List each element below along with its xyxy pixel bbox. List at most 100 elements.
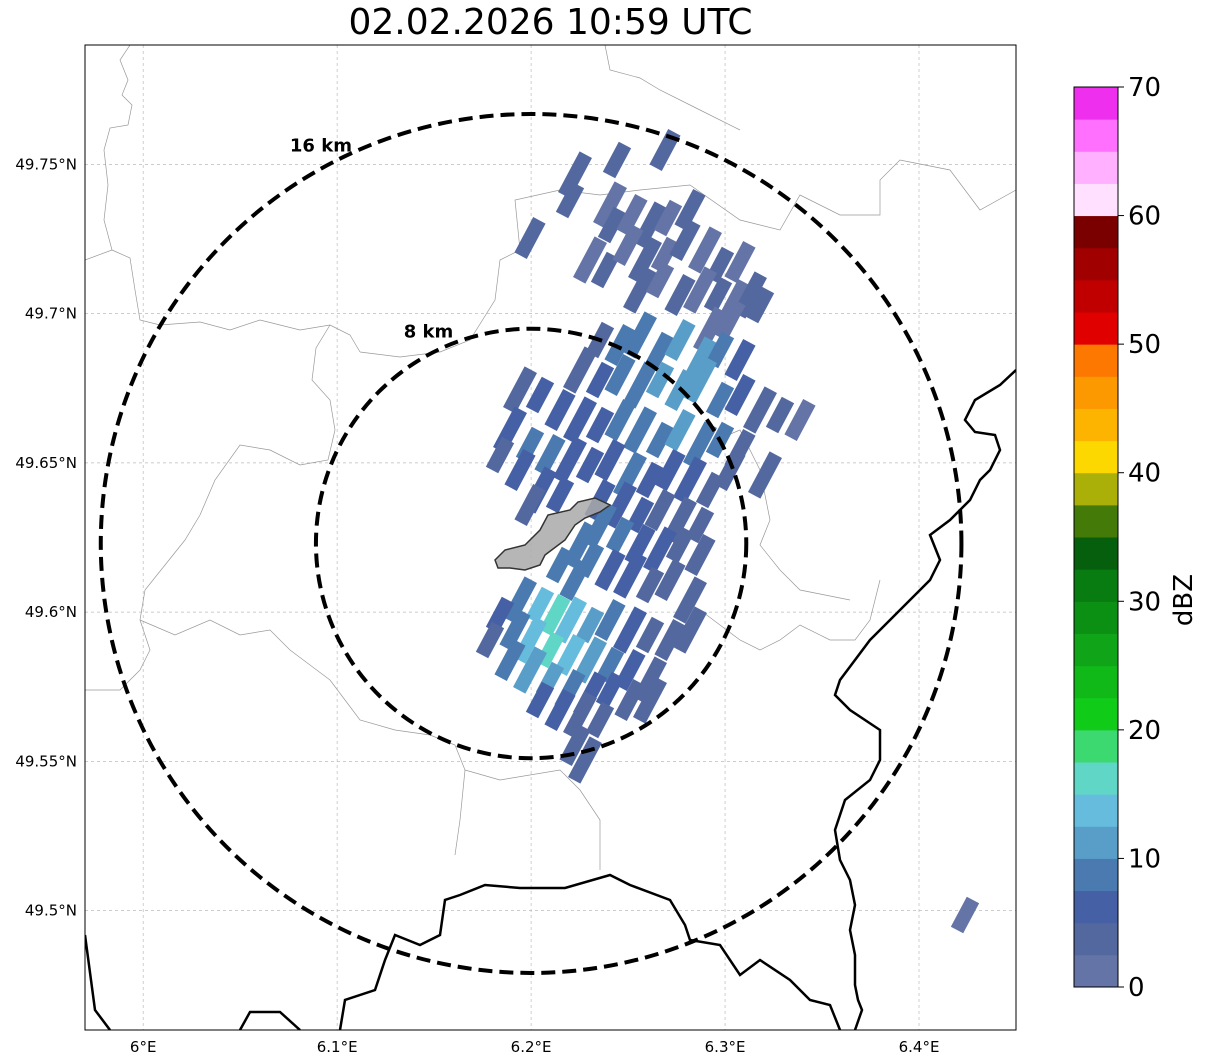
radar-echo-gate	[654, 619, 686, 661]
radar-echo-gate	[575, 446, 605, 484]
radar-echo-gate	[539, 594, 571, 636]
country-borders	[85, 369, 1016, 1030]
lat-tick-label: 49.6°N	[25, 603, 77, 621]
radar-echo-gate	[664, 274, 696, 316]
radar-echo-gate	[475, 621, 505, 659]
radar-echo-gate	[635, 461, 665, 499]
radar-echo-gate	[654, 449, 686, 491]
colorbar-swatch	[1074, 215, 1118, 249]
colorbar-ticks: 0 10 20 30 40 50 60 70	[1118, 73, 1161, 1003]
colorbar-tick-label: 60	[1128, 202, 1161, 232]
radar-echo-gate	[673, 606, 707, 654]
radar-echo-gate	[544, 389, 576, 431]
radar-echo-gate	[665, 526, 695, 564]
colorbar-swatch	[1074, 247, 1118, 281]
colorbar-tick-label: 50	[1128, 330, 1161, 360]
colorbar-swatch	[1074, 922, 1118, 956]
radar-echo-gate	[563, 346, 597, 394]
colorbar-swatch	[1074, 954, 1118, 988]
radar-echo-gate	[545, 476, 575, 514]
radar-echo-gate	[724, 339, 756, 381]
radar-echo-gate	[623, 311, 657, 359]
radar-echo-gate	[597, 206, 627, 244]
lat-tick-label: 49.75°N	[15, 155, 77, 173]
range-ring-labels: 8 km 16 km	[290, 136, 453, 343]
city-area	[494, 497, 612, 571]
radar-echo-gate	[612, 224, 644, 266]
radar-echo-gate	[525, 681, 555, 719]
radar-echo-gate	[683, 356, 717, 404]
radar-echo-gate	[525, 376, 555, 414]
lon-tick-label: 6.3°E	[705, 1038, 746, 1056]
radar-echo-gate	[499, 609, 531, 651]
colorbar-swatch	[1074, 312, 1118, 345]
colorbar-swatch	[1074, 633, 1118, 667]
radar-echo-gate	[645, 331, 675, 369]
radar-echo-gate	[743, 386, 777, 434]
radar-echoes	[475, 129, 980, 934]
radar-echo-gate	[604, 354, 636, 396]
colorbar-swatch	[1074, 762, 1118, 795]
lat-tick-label: 49.55°N	[15, 752, 77, 770]
colorbar-swatch	[1074, 279, 1118, 313]
radar-echo-gate	[554, 634, 586, 676]
radar-echo-gate	[705, 381, 735, 419]
radar-echo-gate	[590, 251, 620, 289]
radar-echo-gate	[616, 194, 648, 236]
lon-tick-label: 6°E	[130, 1038, 157, 1056]
radar-echo-gate	[585, 406, 615, 444]
radar-echo-gate	[623, 361, 657, 409]
colorbar-swatch	[1074, 344, 1118, 377]
radar-echo-gate	[605, 516, 635, 554]
radar-echo-gate	[594, 439, 626, 481]
radar-echo-gate	[503, 576, 537, 624]
axis-tick-labels: 6°E 6.1°E 6.2°E 6.3°E 6.4°E 49.5°N 49.55°N 49.6…	[15, 155, 939, 1056]
colorbar-tick-label: 40	[1128, 459, 1161, 489]
colorbar-swatch	[1074, 858, 1118, 892]
radar-echo-gate	[643, 526, 677, 574]
radar-echo-gate	[628, 236, 662, 284]
radar-echo-gate	[613, 451, 647, 499]
radar-echo-gate	[674, 189, 706, 231]
radar-echo-gate	[553, 596, 587, 644]
colorbar-swatch	[1074, 569, 1118, 602]
radar-echo-gate	[573, 636, 607, 684]
colorbar-label: dBZ	[1169, 574, 1199, 626]
radar-echo-gate	[784, 399, 816, 441]
radar-echo-gate	[683, 266, 717, 314]
radar-echo-gate	[558, 151, 592, 199]
colorbar-swatch	[1074, 537, 1118, 570]
radar-echo-gate	[514, 217, 546, 259]
radar-echo-gate	[602, 141, 632, 179]
radar-echo-gate	[673, 456, 707, 504]
radar-echo-gate	[635, 616, 665, 654]
radar-echo-gate	[745, 286, 775, 324]
radar-echo-gate	[563, 396, 597, 444]
radar-echo-gate	[645, 261, 675, 299]
radar-echo-gate	[595, 671, 625, 709]
radar-echo-gate	[635, 566, 665, 604]
radar-echo-gate	[555, 181, 585, 219]
radar-echo-gate	[485, 436, 515, 474]
colorbar-tick-label: 20	[1128, 716, 1161, 746]
lat-tick-label: 49.65°N	[15, 454, 77, 472]
range-ring	[313, 326, 749, 761]
colorbar-swatch	[1074, 890, 1118, 924]
radar-echo-gate	[624, 524, 656, 566]
radar-echo-gate	[664, 409, 696, 451]
radar-echo-gate	[688, 226, 722, 274]
colorbar-tick-label: 10	[1128, 844, 1161, 874]
radar-echo-gate	[544, 689, 576, 731]
radar-echo-gate	[594, 599, 626, 641]
map-title: 02.02.2026 10:59 UTC	[348, 2, 753, 43]
colorbar-tick-label: 30	[1128, 587, 1161, 617]
radar-echo-gate	[585, 701, 615, 739]
colorbar-swatch	[1074, 729, 1118, 763]
colorbar-swatch	[1074, 601, 1118, 634]
map-frame	[84, 44, 1017, 1031]
radar-echo-gate	[494, 639, 526, 681]
radar-echo-gate	[513, 646, 547, 694]
radar-echo-gate	[563, 691, 597, 739]
range-rings	[98, 111, 964, 975]
radar-echo-gate	[614, 679, 646, 721]
